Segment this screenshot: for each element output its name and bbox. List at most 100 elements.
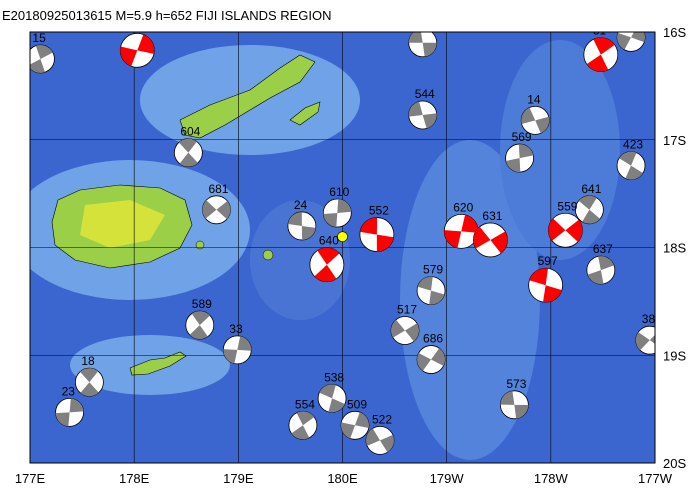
beachball-quadrant [635, 332, 650, 351]
depth-label: 604 [180, 125, 200, 139]
beachball-quadrant [444, 230, 462, 248]
beachball-quadrant [593, 37, 615, 55]
beachball-quadrant [565, 219, 583, 242]
beachball-quadrant [587, 270, 604, 285]
beachball: 517 [390, 302, 420, 345]
beachball: 579 [416, 263, 446, 306]
beachball-quadrant [543, 285, 562, 303]
beachball-quadrant [408, 101, 423, 117]
beachball-quadrant [69, 398, 84, 413]
depth-label: 640 [319, 234, 339, 248]
beachball-quadrant [535, 116, 550, 134]
beachball-quadrant [625, 165, 643, 180]
depth-label: 425 [623, 9, 643, 23]
beachball: 425 [616, 9, 646, 52]
depth-label: 559 [557, 199, 577, 213]
beachball-quadrant [360, 217, 378, 235]
lat-label: 18S [663, 241, 686, 256]
beachball-quadrant [55, 412, 70, 427]
beachball-quadrant [578, 195, 597, 210]
beachball-quadrant [518, 144, 534, 159]
beachball: 569 [505, 130, 534, 173]
lat-label: 20S [663, 456, 686, 471]
beachball-quadrant [317, 247, 340, 265]
beachball-quadrant [301, 225, 316, 240]
lon-label: 180E [327, 471, 358, 486]
beachball-quadrant [473, 226, 491, 249]
beachball-quadrant [189, 325, 208, 340]
depth-label: 33 [229, 322, 243, 336]
beachball-quadrant [202, 200, 217, 219]
map-frame [29, 31, 656, 464]
beachball-quadrant [422, 42, 437, 57]
beachball-quadrant [521, 107, 536, 124]
beachball-quadrant [288, 211, 302, 226]
lon-label: 177E [15, 471, 46, 486]
beachball-quadrant [323, 213, 338, 227]
beachball: 18 [74, 354, 104, 397]
beachball: 604 [173, 125, 203, 168]
beachball: 15 [30, 31, 55, 74]
beachball-quadrant [137, 34, 155, 54]
depth-label: 386 [642, 312, 662, 326]
beachball: 386 [635, 312, 662, 355]
depth-label: 423 [623, 138, 643, 152]
beachball-quadrant [548, 218, 566, 241]
beachball: 509 [340, 397, 370, 440]
beachball: 33 [222, 322, 252, 365]
beachball-quadrant [417, 276, 433, 291]
beachball-quadrant [296, 411, 315, 426]
beachball-quadrant [319, 384, 336, 399]
beachball-quadrant [431, 348, 446, 366]
depth-label: 15 [32, 31, 46, 45]
beachball-quadrant [337, 199, 352, 214]
beachball-quadrant [500, 390, 515, 405]
depth-label: 610 [329, 185, 349, 199]
lat-label: 19S [663, 348, 686, 363]
beachball-quadrant [405, 323, 419, 342]
beachball: 597 [528, 254, 564, 303]
beachball: 552 [359, 204, 395, 252]
depth-label: 526 [415, 15, 435, 29]
beachball: 640 [309, 234, 345, 283]
depth-label: 681 [208, 182, 228, 196]
beachball-quadrant [80, 382, 99, 397]
beachball-quadrant [429, 290, 445, 305]
beachball: 631 [473, 209, 508, 258]
epicenter [337, 231, 348, 243]
beachball-quadrant [490, 231, 508, 254]
beachball: 641 [574, 182, 604, 225]
beachball-quadrant [514, 404, 529, 419]
beachball: 573 [499, 377, 529, 420]
beachball-quadrant [30, 58, 45, 73]
beachball-quadrant [582, 209, 601, 224]
beachball-quadrant [586, 54, 609, 72]
beachball-quadrant [120, 46, 138, 67]
lon-label: 179W [430, 471, 465, 486]
beachball-quadrant [366, 428, 380, 446]
depth-label: 517 [397, 302, 417, 316]
beachball-quadrant [314, 264, 337, 282]
depth-label: 631 [482, 209, 502, 223]
beachball-quadrant [328, 398, 345, 413]
beachball: 589 [185, 297, 215, 340]
beachball-quadrant [619, 151, 637, 166]
island-kadavu [129, 351, 187, 376]
beachball-quadrant [380, 434, 394, 453]
beachball: 544 [408, 87, 438, 130]
beachball-quadrant [649, 334, 655, 344]
depth-label: 589 [192, 297, 212, 311]
island-small [262, 249, 274, 261]
beachball: 522 [365, 412, 395, 455]
beachball: 526 [408, 15, 438, 58]
beachball: 23 [55, 384, 84, 427]
depth-label: 637 [593, 242, 613, 256]
depth-label: 569 [512, 130, 532, 144]
beachball-quadrant [237, 336, 252, 351]
beachball-quadrant [355, 412, 369, 428]
beachball: 686 [416, 332, 446, 374]
lon-label: 178E [119, 471, 150, 486]
beachball-quadrant [461, 214, 479, 233]
beachball: 538 [317, 370, 347, 413]
